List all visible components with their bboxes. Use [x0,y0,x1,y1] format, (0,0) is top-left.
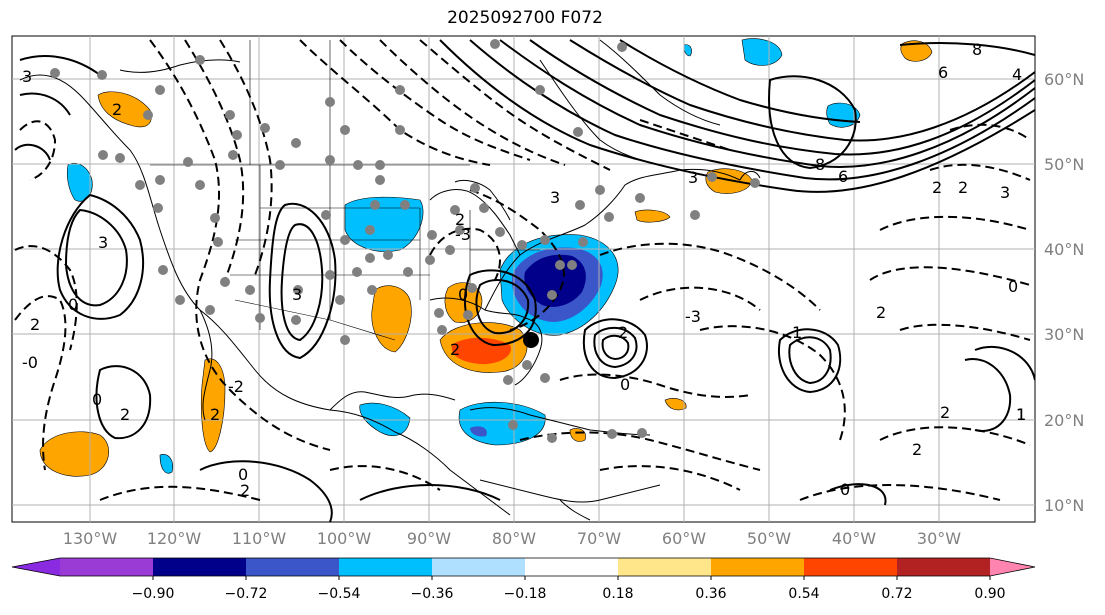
contour-label: 2 [450,340,460,359]
contour-label: 2 [876,303,886,322]
contour-label: 2 [912,440,922,459]
colorbar-tick-label: −0.36 [411,586,454,602]
colorbar-segment [711,558,805,576]
lon-label: 60°W [662,529,706,548]
colorbar-tick-label: 0.18 [602,586,633,602]
colorbar-tick-label: 0.36 [695,586,726,602]
contour-label: 2 [455,210,465,229]
colorbar-segment [804,558,898,576]
contour-label: 1 [1016,405,1026,424]
lon-label: 110°W [232,529,287,548]
colorbar-segment [246,558,340,576]
contour-label: 2 [30,315,40,334]
contour-label: 2 [112,100,122,119]
contour-label: -3 [685,307,701,326]
contour-label: 2 [958,178,968,197]
station-markers [50,39,760,443]
map-title: 2025092700 F072 [447,8,603,28]
contour-label: 2 [120,405,130,424]
contour-label: 0 [68,295,78,314]
lon-label: 40°W [832,529,876,548]
contour-label: 1 [1016,405,1026,424]
colorbar-segment [60,558,154,576]
contour-label: 0 [92,390,102,409]
colorbar-tick-label: −0.54 [318,586,361,602]
contour-label: 0 [1008,277,1018,296]
contour-label: -0 [22,353,38,372]
lon-label: 80°W [492,529,536,548]
contour-label: 6 [838,167,848,186]
contour-label: -2 [228,377,244,396]
colorbar-tick-label: −0.90 [132,586,175,602]
contour-label: -3 [455,225,471,244]
colorbar-extend-low [12,558,60,576]
contour-label: 3 [1000,183,1010,202]
colorbar-segment [432,558,526,576]
contour-label: 3 [550,188,560,207]
lon-label: 30°W [917,529,961,548]
colorbar-tick-label: −0.18 [504,586,547,602]
contour-label: 0 [840,480,850,499]
contour-label: 2 [932,178,942,197]
lat-label: 20°N [1044,411,1084,430]
colorbar: −0.90 −0.72 −0.54 −0.36 −0.18 0.18 0.36 0.54 0.7… [11,557,1036,602]
lon-label: 120°W [147,529,202,548]
contour-label: 0 [458,285,468,304]
lon-label: 100°W [317,529,372,548]
contour-label: 8 [972,40,982,59]
contour-label: 1 [792,323,802,342]
contour-label: 0 [620,375,630,394]
lat-label: 50°N [1044,155,1084,174]
colorbar-tick-label: 0.90 [974,586,1005,602]
longitude-labels: 130°W 120°W 110°W 100°W 90°W 80°W 70°W 6… [63,529,961,548]
contour-label: 2 [240,481,250,500]
lat-label: 40°N [1044,240,1084,259]
contour-label: 3 [688,168,698,187]
lat-label: 30°N [1044,325,1084,344]
contour-labels: 3 2 3 0 -0 3 2 8 6 4 8 6 2 2 3 -3 2 0 -3… [22,40,1026,500]
colorbar-segment [153,558,247,576]
lon-label: 50°W [747,529,791,548]
colorbar-tick-label: 0.54 [788,586,819,602]
contour-label: 3 [98,233,108,252]
colorbar-segment [339,558,433,576]
lon-label: 70°W [577,529,621,548]
contour-label: 3 [292,285,302,304]
colorbar-segment [525,558,619,576]
latitude-labels: 10°N 20°N 30°N 40°N 50°N 60°N [1044,70,1084,515]
lon-label: 90°W [407,529,451,548]
lat-label: 10°N [1044,496,1084,515]
contour-label: 0 [238,465,248,484]
contour-label: 2 [210,405,220,424]
colorbar-segment [897,558,991,576]
solid-contours [14,39,1035,522]
colorbar-tick-label: 0.72 [881,586,912,602]
storm-center-marker [523,332,539,348]
contour-label: 4 [1012,65,1022,84]
contour-label: 3 [22,67,32,86]
lat-label: 60°N [1044,70,1084,89]
contour-label: 8 [815,155,825,174]
lon-label: 130°W [63,529,118,548]
colorbar-outline [11,557,1036,577]
contour-label: 2 [618,323,628,342]
coastlines [19,39,761,521]
colorbar-tick-label: −0.72 [225,586,268,602]
colorbar-segment [618,558,712,576]
colorbar-extend-high [990,558,1035,576]
contour-label: 2 [940,403,950,422]
dashed-contours [14,39,1031,501]
contour-label: 6 [938,63,948,82]
